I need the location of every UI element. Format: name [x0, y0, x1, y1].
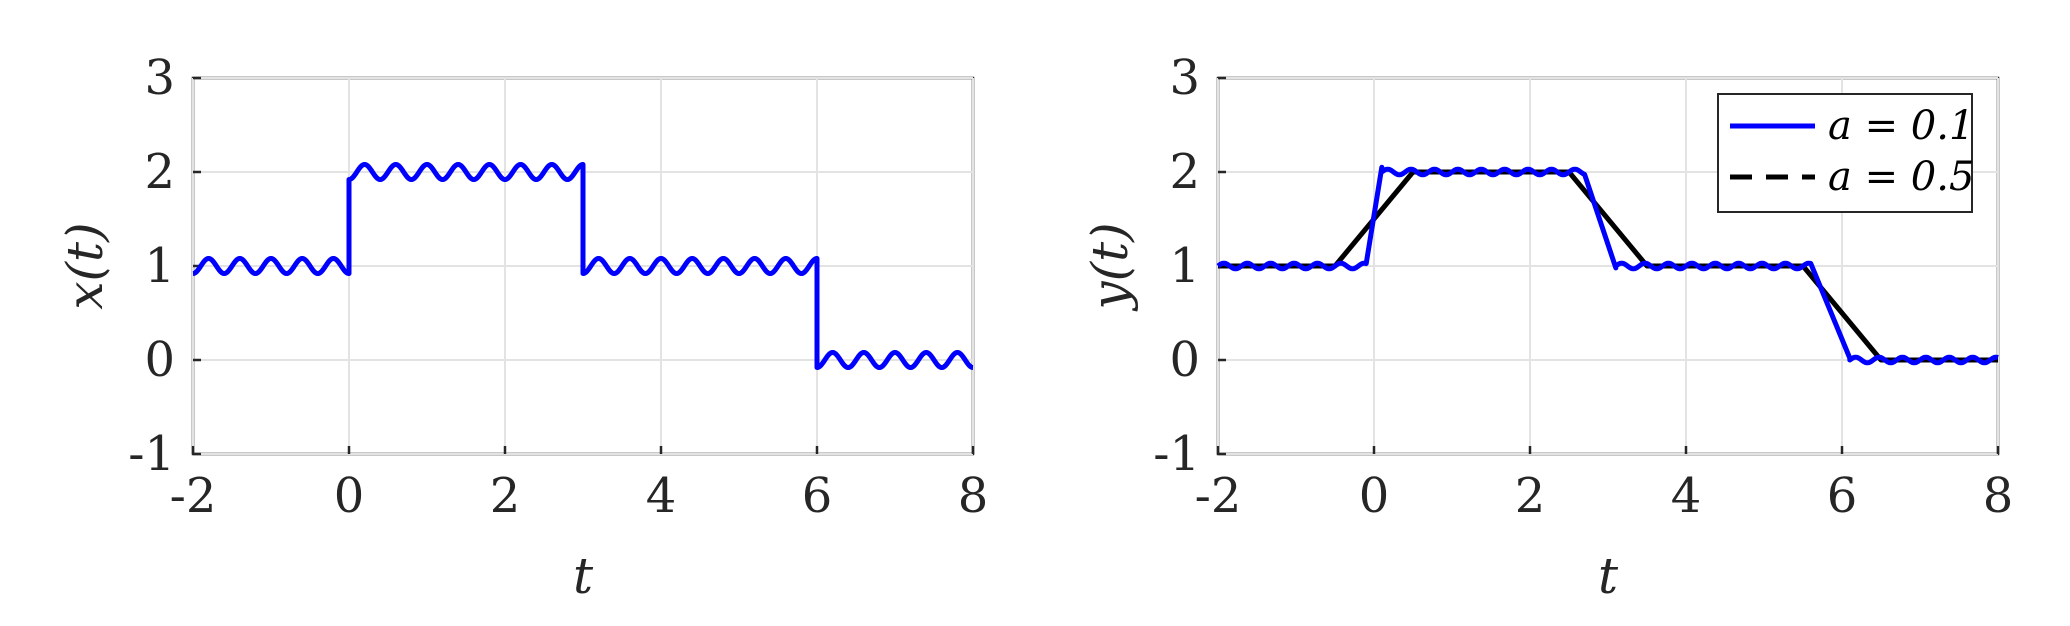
plot-y-of-t: -2 0 2 4 6 8 -1 0 1 2 3 t y(t) a = 0.1 a = 0.5 [1081, 50, 2013, 605]
x-tick-label: 0 [1359, 468, 1390, 524]
y-tick-label: 1 [144, 238, 175, 294]
x-tick-label: 8 [1983, 468, 2014, 524]
y-tick-label: 1 [1169, 238, 1200, 294]
x-tick-label: 0 [334, 468, 365, 524]
tick-marks [191, 76, 975, 456]
legend-box [1717, 93, 1973, 213]
x-tick-label: 8 [958, 468, 989, 524]
y-tick-label: 2 [1169, 144, 1200, 200]
y-tick-label: -1 [128, 426, 175, 482]
x-axis-label: t [1598, 547, 1619, 605]
y-axis-label: x(t) [56, 222, 114, 309]
y-axis-label: y(t) [1081, 222, 1139, 311]
y-tick-label: 0 [144, 332, 175, 388]
series-group [190, 161, 976, 371]
y-tick-label: 0 [1169, 332, 1200, 388]
x-tick-label: 6 [802, 468, 833, 524]
series-group [1216, 164, 2000, 366]
y-tick-label: 3 [1169, 50, 1200, 106]
series-line-x [190, 161, 976, 371]
x-tick-label: 4 [1671, 468, 1702, 524]
y-tick-label: 2 [144, 144, 175, 200]
x-tick-labels: -2 0 2 4 6 8 [170, 468, 989, 524]
y-tick-labels: -1 0 1 2 3 [128, 50, 175, 482]
legend-label-a01: a = 0.1 [1828, 103, 1974, 149]
y-tick-label: 3 [144, 50, 175, 106]
x-tick-label: 2 [490, 468, 521, 524]
x-tick-labels: -2 0 2 4 6 8 [1195, 468, 2014, 524]
y-tick-label: -1 [1153, 426, 1200, 482]
x-tick-label: 4 [646, 468, 677, 524]
plot-x-of-t: -2 0 2 4 6 8 -1 0 1 2 3 t x(t) [56, 50, 988, 605]
x-tick-label: 6 [1827, 468, 1858, 524]
series-line-a01 [1216, 164, 2000, 366]
y-tick-labels: -1 0 1 2 3 [1153, 50, 1200, 482]
legend-label-a05: a = 0.5 [1828, 154, 1974, 200]
x-tick-label: -2 [1195, 468, 1242, 524]
x-axis-label: t [573, 547, 594, 605]
legend: a = 0.1 a = 0.5 [1717, 93, 1974, 213]
x-tick-label: -2 [170, 468, 217, 524]
x-tick-label: 2 [1515, 468, 1546, 524]
series-line-a05 [1218, 169, 1998, 363]
